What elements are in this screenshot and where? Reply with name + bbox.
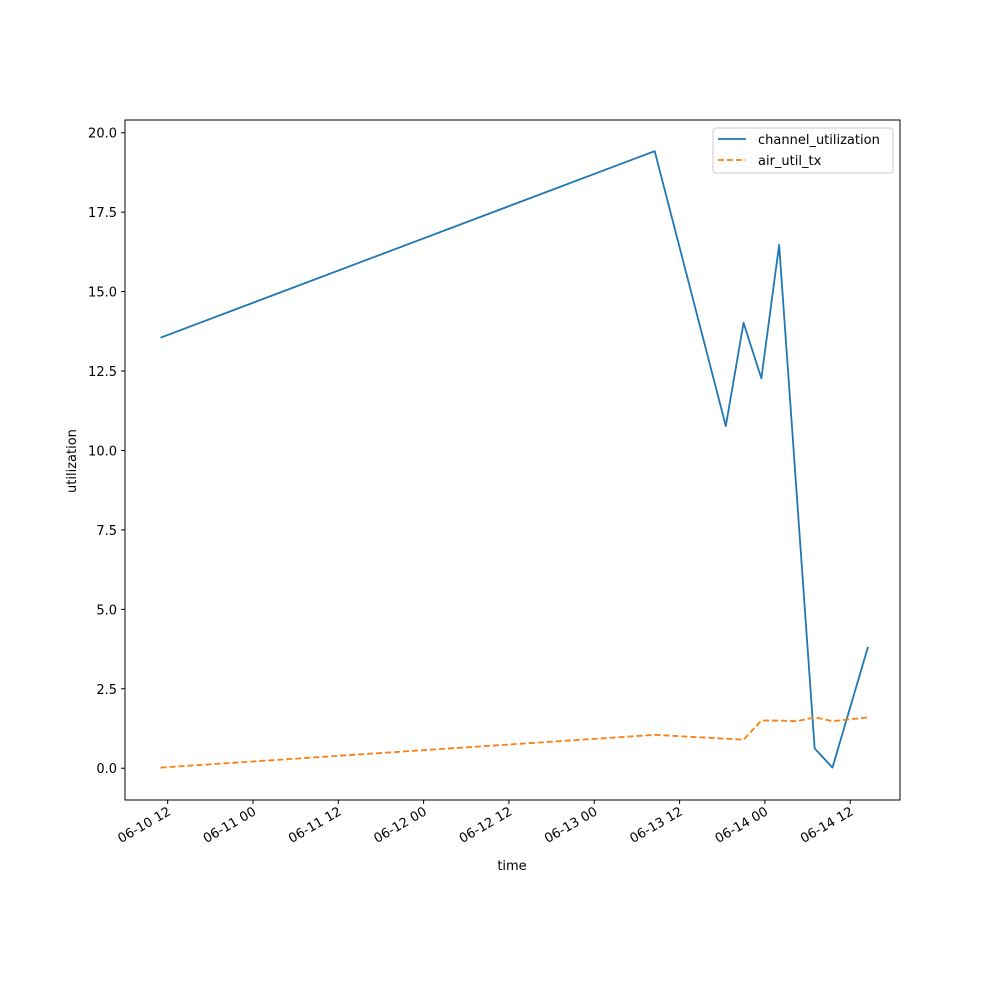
y-axis: 0.0 2.5 5.0 7.5 10.0 12.5 15.0 17.5 20.0 — [88, 127, 125, 777]
series-line-air_util_tx — [160, 716, 869, 769]
y-tick-label: 17.5 — [88, 206, 117, 221]
x-axis-label: time — [497, 859, 526, 874]
y-tick-label: 10.0 — [88, 444, 117, 459]
plot-area-frame — [124, 119, 901, 801]
y-tick-label: 12.5 — [88, 365, 117, 380]
y-tick-label: 5.0 — [96, 603, 117, 618]
legend: channel_utilization air_util_tx — [712, 127, 894, 174]
series-line-channel_utilization — [160, 150, 869, 769]
y-tick-label: 2.5 — [96, 683, 117, 698]
y-tick-label: 7.5 — [96, 524, 117, 539]
y-tick-label: 15.0 — [88, 286, 117, 301]
legend-label-channel_utilization: channel_utilization — [758, 133, 880, 148]
y-axis-label: utilization — [65, 429, 80, 493]
legend-label-air_util_tx: air_util_tx — [758, 154, 822, 169]
series-layer — [160, 150, 869, 769]
y-tick-label: 0.0 — [96, 762, 117, 777]
y-tick-label: 20.0 — [88, 127, 117, 142]
legend-box — [712, 127, 894, 174]
